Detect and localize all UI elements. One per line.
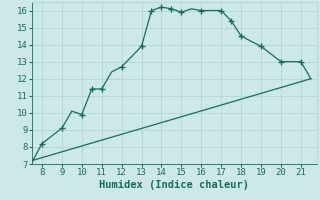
X-axis label: Humidex (Indice chaleur): Humidex (Indice chaleur): [100, 180, 249, 190]
